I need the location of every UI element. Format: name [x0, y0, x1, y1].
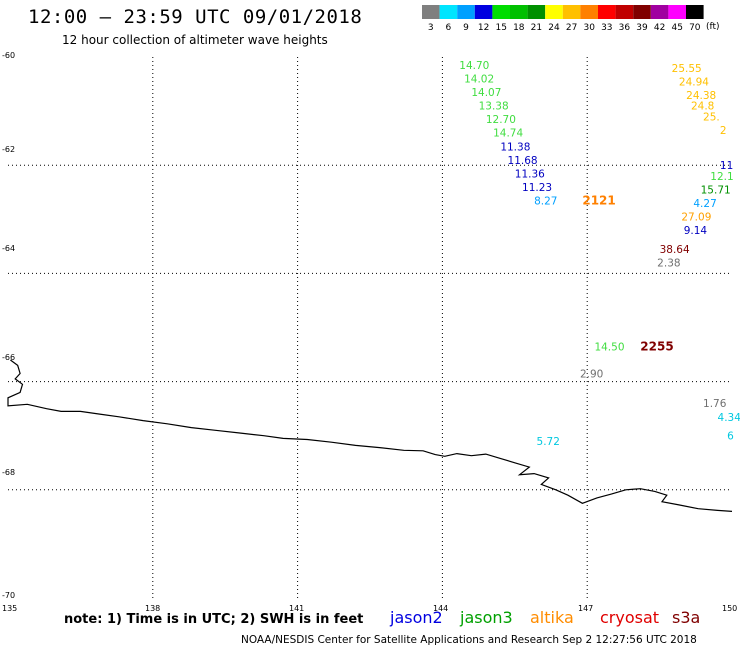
scale-swatch [510, 5, 528, 19]
wave-height-label: 6 [727, 431, 734, 443]
scale-swatch [439, 5, 458, 19]
scale-swatch [545, 5, 563, 19]
scale-tick-label: 21 [531, 23, 542, 33]
scale-tick-label: 30 [583, 23, 595, 33]
lon-label: 150 [722, 604, 738, 613]
scale-tick-label: 24 [548, 23, 560, 33]
scale-swatch [633, 5, 651, 19]
wave-height-label: 8.27 [534, 195, 557, 207]
map-subtitle: 12 hour collection of altimeter wave hei… [62, 33, 328, 47]
lon-label: 147 [578, 604, 594, 613]
map-frame [8, 57, 732, 598]
wave-height-label: 24.38 [686, 90, 716, 102]
wave-height-label: 24.94 [679, 76, 709, 88]
scale-swatch [474, 5, 493, 19]
wave-height-label: 25. [703, 112, 720, 124]
wave-height-label: 12.1 [710, 171, 733, 183]
scale-swatch [527, 5, 546, 19]
lat-label: -68 [2, 468, 16, 477]
lon-label: 138 [145, 604, 161, 613]
lat-label: -64 [2, 244, 16, 253]
scale-tick-label: 45 [671, 23, 682, 33]
wave-height-label: 14.70 [459, 60, 489, 72]
scale-tick-label: 18 [513, 23, 525, 33]
scale-tick-label: 42 [654, 23, 665, 33]
scale-swatch [650, 5, 669, 19]
wave-height-label: 25.55 [672, 63, 702, 75]
satellite-legend-jason3: jason3 [460, 608, 513, 627]
scale-swatch [615, 5, 634, 19]
satellite-legend-altika: altika [530, 608, 574, 627]
scale-tick-label: 27 [566, 23, 577, 33]
wave-height-label: 11.68 [508, 155, 538, 167]
lat-label: -66 [2, 353, 16, 362]
scale-swatch [686, 5, 704, 19]
scale-tick-label: 6 [446, 23, 452, 33]
wave-height-label: 13.38 [479, 101, 509, 113]
scale-swatch [580, 5, 598, 19]
lat-label: -62 [2, 145, 16, 154]
wave-height-label: 4.34 [718, 412, 740, 424]
scale-swatch [457, 5, 475, 19]
wave-height-label: 4.27 [693, 198, 716, 210]
scale-swatch [562, 5, 581, 19]
wave-height-label: 2.90 [580, 368, 603, 380]
scale-swatch [422, 5, 440, 19]
wave-height-label: 11.38 [500, 141, 530, 153]
scale-tick-label: 70 [689, 23, 701, 33]
wave-height-label: 11.23 [522, 182, 552, 194]
scale-tick-label: 33 [601, 23, 612, 33]
color-scale: 3 6 9 12 15 18 21 24 27 30 33 36 39 42 45 70 [422, 5, 704, 33]
lat-label: -60 [2, 51, 16, 60]
wave-height-label: 15.71 [701, 185, 731, 197]
wave-height-label: 11 [720, 160, 733, 172]
scale-tick-label: 36 [619, 23, 631, 33]
wave-height-label: 5.72 [537, 436, 560, 448]
antarctic-coastline [7, 359, 733, 512]
wave-height-label: 1.76 [703, 398, 727, 410]
lon-label: 135 [2, 604, 18, 613]
scale-swatch [668, 5, 686, 19]
scale-tick-label: 3 [428, 23, 434, 33]
satellite-legend-jason2: jason2 [390, 608, 443, 627]
scale-swatch [598, 5, 616, 19]
scale-unit-label: (ft) [706, 22, 720, 32]
lat-label: -70 [2, 591, 16, 600]
lon-label: 144 [433, 604, 449, 613]
wave-height-label: 14.02 [464, 74, 494, 86]
satellite-legend-s3a: s3a [672, 608, 701, 627]
map-title: 12:00 – 23:59 UTC 09/01/2018 [28, 6, 363, 28]
wave-height-label: 2.38 [657, 258, 680, 270]
wave-height-label: 38.64 [660, 244, 690, 256]
scale-tick-label: 9 [463, 23, 469, 33]
wave-height-label: 9.14 [684, 225, 708, 237]
graticule [8, 57, 732, 598]
wave-height-label: 14.74 [493, 128, 523, 140]
wave-height-label: 11.36 [515, 168, 545, 180]
wave-height-label: 2121 [582, 193, 615, 207]
wave-height-label: 27.09 [681, 212, 711, 224]
footer-note: note: 1) Time is in UTC; 2) SWH is in fe… [64, 612, 364, 627]
satellite-legend-cryosat: cryosat [600, 608, 660, 627]
credit-line: NOAA/NESDIS Center for Satellite Applica… [241, 634, 697, 646]
wave-height-label: 24.8 [691, 101, 714, 113]
wave-height-label: 12.70 [486, 114, 516, 126]
wave-height-label: 2255 [640, 339, 673, 353]
scale-tick-label: 15 [495, 23, 506, 33]
scale-tick-label: 12 [478, 23, 489, 33]
scale-swatch [492, 5, 510, 19]
wave-height-label: 2 [720, 125, 727, 137]
lon-label: 141 [289, 604, 305, 613]
wave-height-label: 14.50 [594, 341, 624, 353]
wave-height-label: 14.07 [471, 87, 501, 99]
scale-tick-label: 39 [636, 23, 648, 33]
coastline [7, 359, 733, 512]
